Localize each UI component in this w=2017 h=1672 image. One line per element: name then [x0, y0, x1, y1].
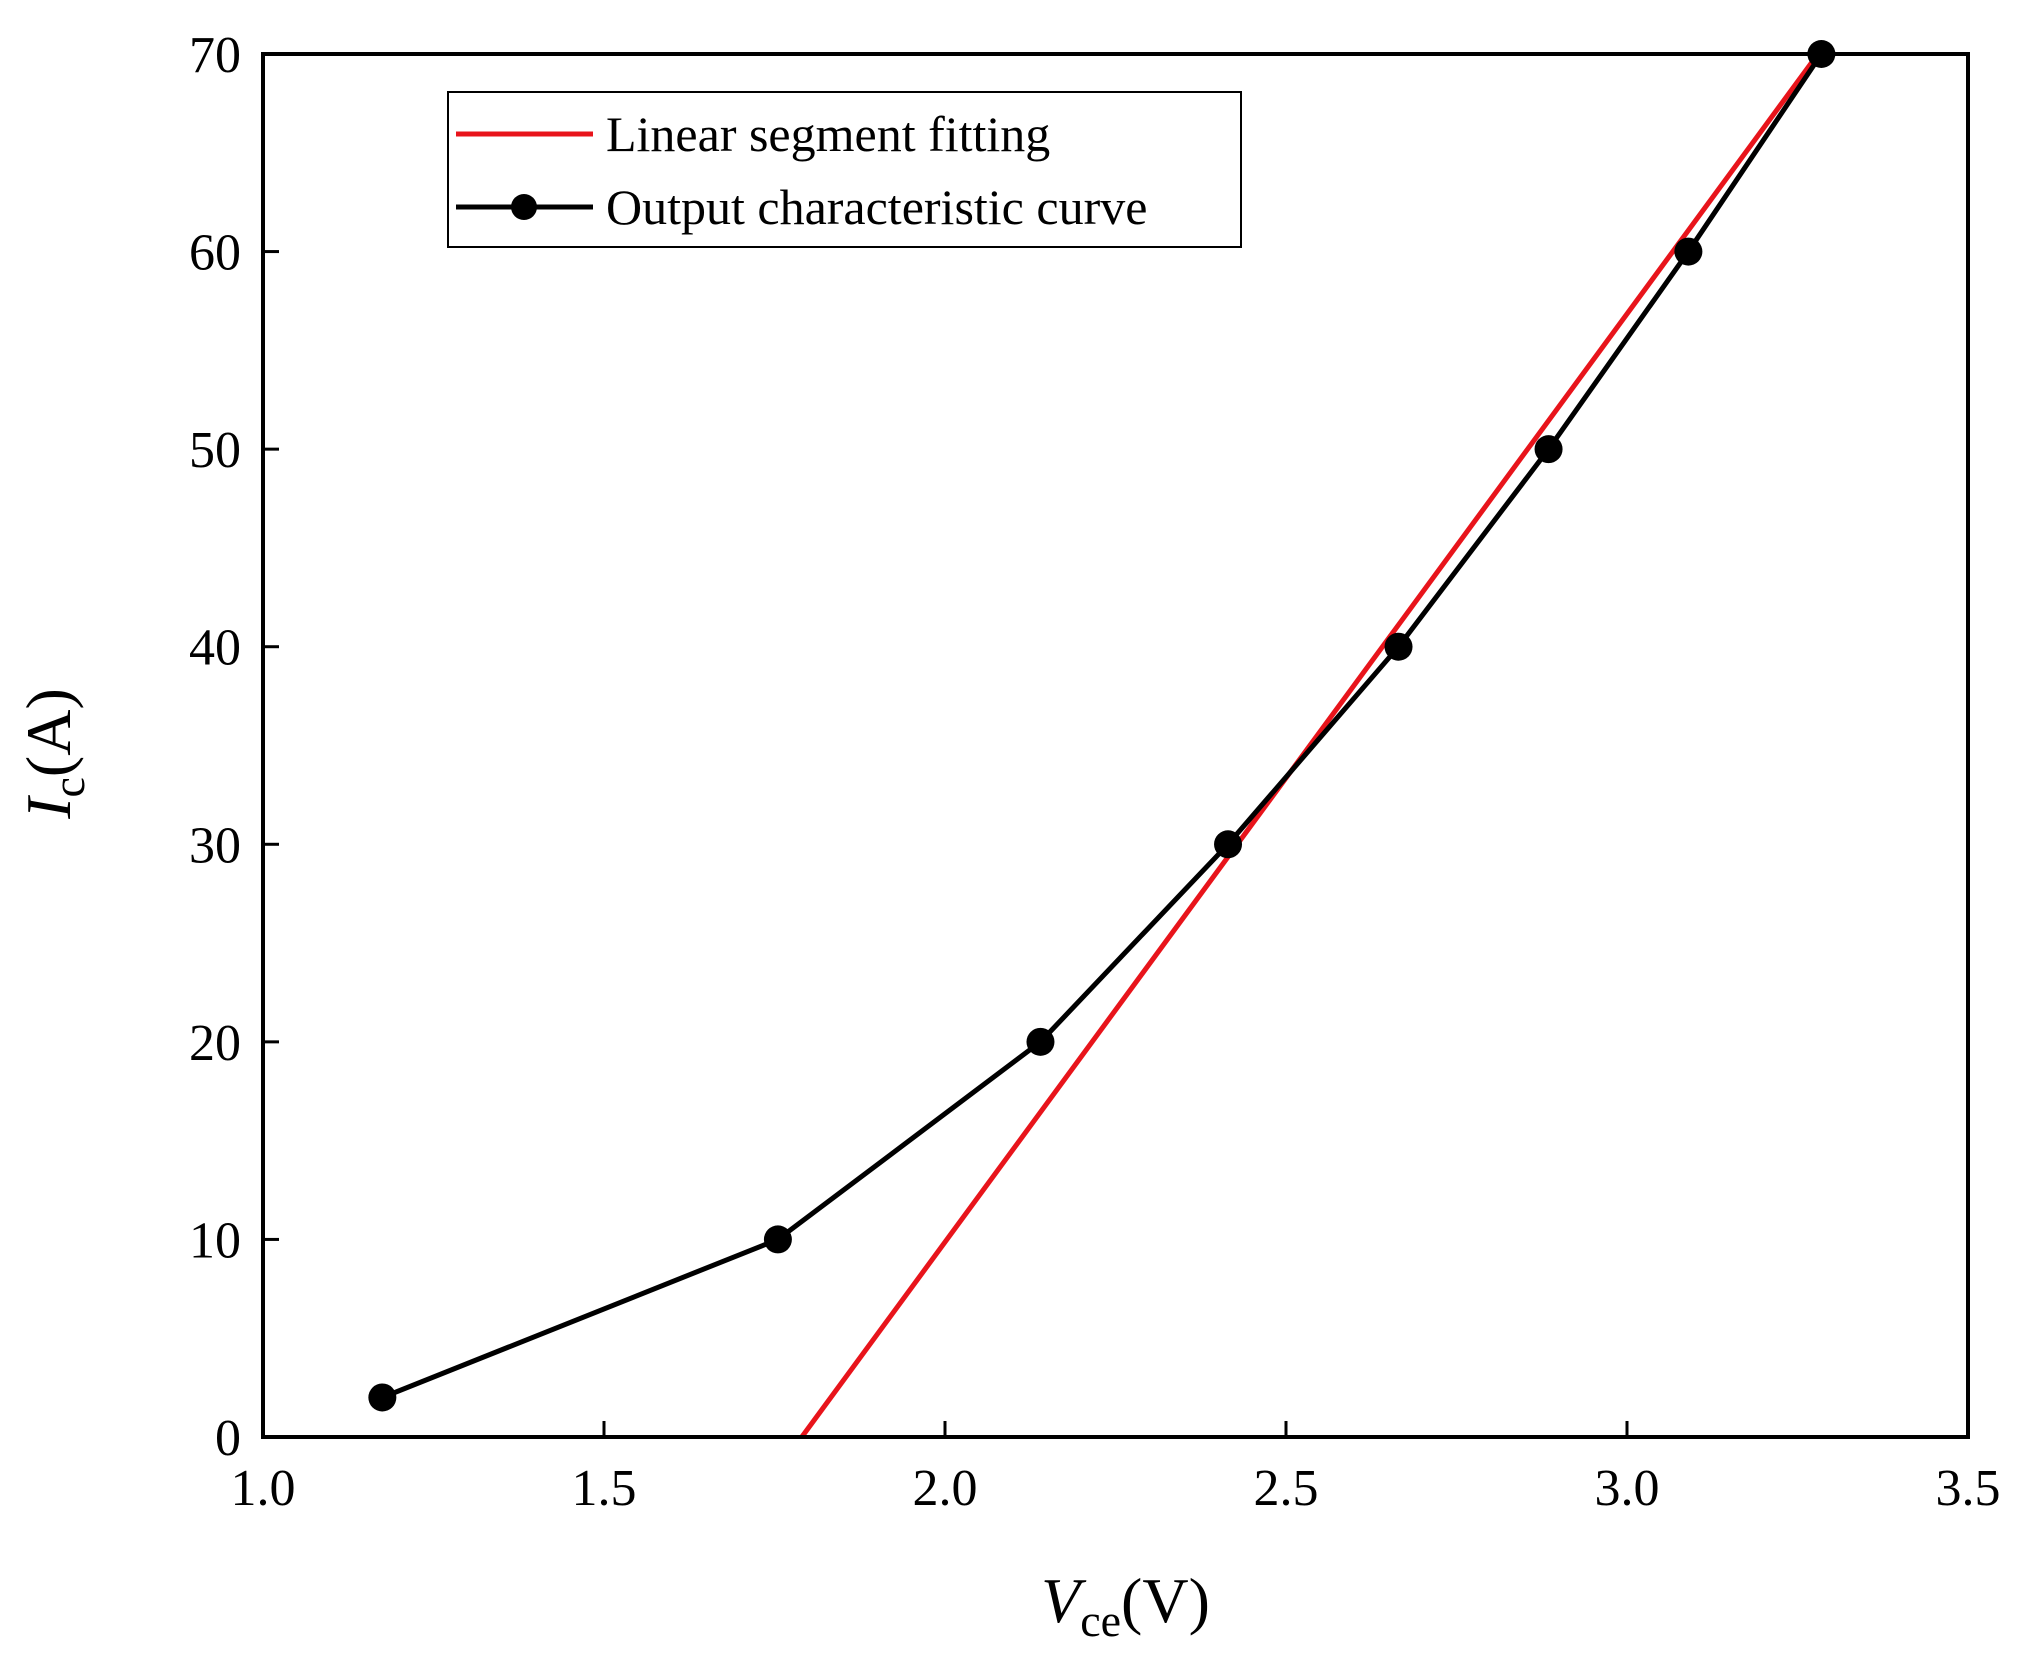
- data-point: [1214, 830, 1243, 859]
- data-point: [1384, 632, 1413, 661]
- y-axis-subscript: c: [43, 777, 94, 797]
- y-axis-title: Ic(A): [13, 688, 94, 820]
- x-tick-label: 2.0: [913, 1460, 978, 1517]
- legend-label-linear-fit: Linear segment fitting: [606, 106, 1050, 162]
- y-tick-label: 0: [215, 1410, 241, 1467]
- legend-marker-output-curve: [511, 194, 537, 220]
- series-line-output-curve: [381, 52, 1824, 1400]
- x-axis-title: Vce(V): [1041, 1565, 1210, 1646]
- legend: Linear segment fitting Output characteri…: [447, 91, 1242, 248]
- data-point: [1026, 1027, 1055, 1056]
- y-tick-label: 10: [189, 1212, 241, 1269]
- y-tick-label: 20: [189, 1015, 241, 1072]
- x-axis-symbol: V: [1041, 1565, 1087, 1636]
- series-layer: [368, 40, 1836, 1439]
- x-tick-label: 3.0: [1595, 1460, 1660, 1517]
- plot-frame: [261, 52, 1970, 1439]
- legend-label-output-curve: Output characteristic curve: [606, 179, 1147, 235]
- x-tick-label: 1.0: [231, 1460, 296, 1517]
- legend-box: [447, 91, 1242, 248]
- x-tick-label: 2.5: [1254, 1460, 1319, 1517]
- y-axis-symbol: I: [13, 795, 84, 820]
- x-tick-label: 1.5: [572, 1460, 637, 1517]
- x-axis-unit: (V): [1121, 1565, 1210, 1636]
- x-axis-subscript: ce: [1080, 1595, 1121, 1646]
- y-tick-label: 70: [189, 27, 241, 84]
- y-tick-label: 40: [189, 620, 241, 677]
- data-point: [368, 1383, 397, 1412]
- series-line-linear-fit: [799, 52, 1820, 1439]
- y-tick-label: 30: [189, 817, 241, 874]
- data-point: [1674, 237, 1703, 266]
- data-point: [763, 1225, 792, 1254]
- y-tick-label: 60: [189, 225, 241, 282]
- y-tick-label: 50: [189, 422, 241, 479]
- x-tick-label: 3.5: [1936, 1460, 2001, 1517]
- tick-layer: 1.0 1.5 2.0 2.5 3.0 3.5 0 10 20 30 40 50 60 70: [189, 27, 2001, 1517]
- data-point: [1534, 435, 1563, 464]
- y-axis-unit: (A): [13, 688, 84, 777]
